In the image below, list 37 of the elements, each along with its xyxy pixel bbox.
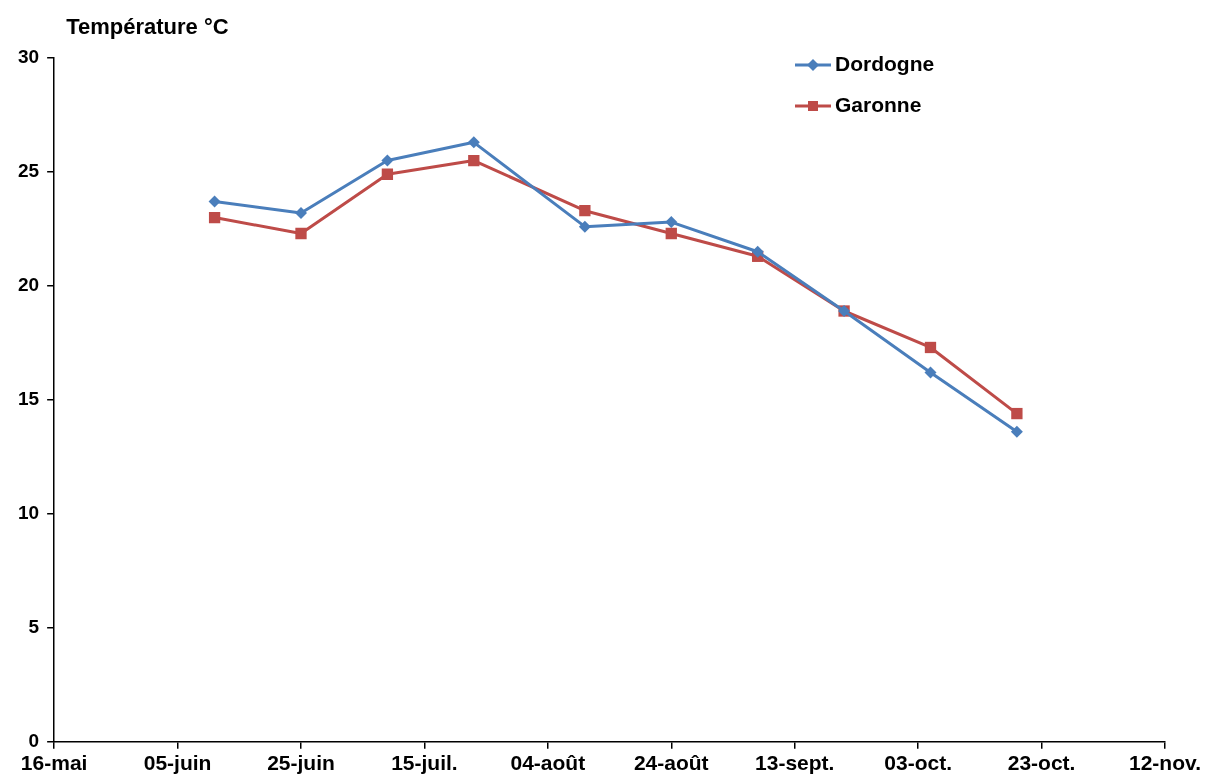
x-tick-label: 15-juil. [391, 751, 458, 775]
y-tick-label: 15 [17, 388, 40, 410]
x-tick-label: 03-oct. [884, 751, 952, 775]
x-tick-label: 13-sept. [755, 751, 835, 775]
y-tick-label: 0 [28, 730, 40, 752]
legend-label: Dordogne [835, 51, 935, 75]
x-tick-label: 23-oct. [1007, 751, 1076, 775]
x-tick-label: 04-août [510, 751, 586, 775]
x-tick-label: 24-août [633, 751, 709, 775]
point [665, 216, 678, 229]
point [467, 136, 480, 149]
point [295, 227, 307, 240]
point [924, 341, 937, 354]
y-axis-title: Température °C [66, 14, 229, 39]
y-tick-label: 20 [17, 274, 40, 296]
y-tick-label: 30 [17, 46, 40, 68]
x-tick-label: 25-juin [267, 751, 335, 775]
point [468, 154, 480, 167]
point [381, 168, 394, 180]
x-tick-label: 12-nov. [1129, 751, 1201, 775]
point [579, 205, 591, 217]
point [1011, 407, 1023, 420]
point [1010, 425, 1023, 438]
point [578, 220, 591, 233]
point [208, 195, 221, 208]
x-tick-label: 16-mai [20, 751, 88, 775]
point [294, 207, 307, 219]
point [208, 211, 221, 224]
legend-label: Garonne [835, 92, 922, 116]
point [751, 245, 764, 258]
x-tick-label: 05-juin [143, 751, 212, 775]
point [381, 154, 394, 167]
y-tick-label: 5 [28, 616, 40, 638]
point [665, 227, 677, 240]
point [924, 366, 937, 379]
y-tick-label: 10 [17, 502, 40, 524]
y-tick-label: 25 [17, 160, 40, 182]
